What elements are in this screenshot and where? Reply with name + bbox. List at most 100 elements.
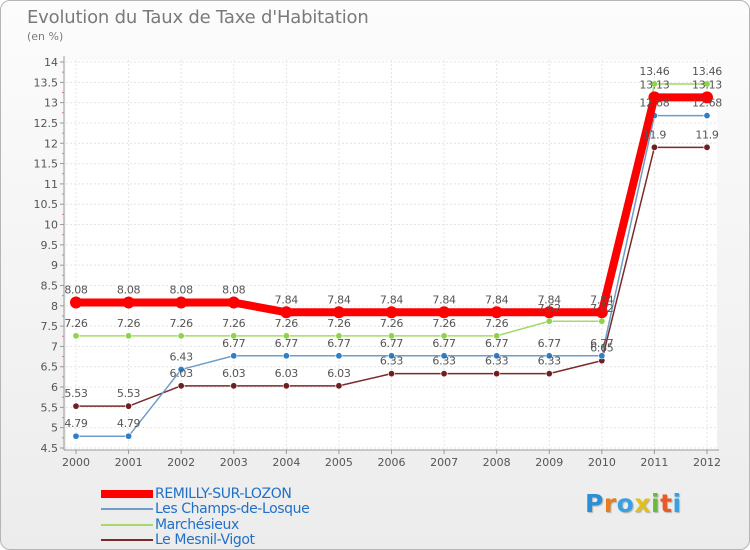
- data-label: 13.13: [639, 78, 669, 91]
- legend-swatch: [101, 523, 153, 526]
- data-label: 6.77: [275, 337, 299, 350]
- data-label: 7.84: [590, 293, 614, 306]
- data-point: [598, 352, 606, 360]
- y-tick-label: 9: [51, 259, 58, 272]
- data-label: 7.26: [485, 317, 509, 330]
- data-point: [72, 402, 80, 410]
- legend-label: Les Champs-de-Losque: [155, 501, 310, 518]
- data-label: 11.9: [643, 128, 667, 141]
- data-point: [703, 80, 711, 88]
- x-tick-label: 2006: [378, 456, 406, 469]
- y-tick-label: 10.5: [34, 198, 59, 211]
- proxiti-logo: Proxiti: [585, 489, 682, 518]
- data-point: [490, 306, 503, 319]
- logo-letter: o: [616, 489, 635, 518]
- data-label: 7.84: [327, 293, 351, 306]
- x-tick-label: 2012: [693, 456, 721, 469]
- x-tick-label: 2000: [62, 456, 90, 469]
- data-label: 5.53: [64, 387, 88, 400]
- y-tick-label: 12.5: [34, 117, 59, 130]
- data-label: 7.26: [327, 317, 351, 330]
- data-label: 12.68: [692, 97, 722, 110]
- data-label: 6.33: [380, 355, 404, 368]
- x-tick-label: 2002: [167, 456, 195, 469]
- legend-item: Marchésieux: [101, 517, 309, 533]
- data-label: 7.62: [538, 302, 561, 315]
- y-tick-label: 6.5: [41, 361, 59, 374]
- data-point: [543, 306, 556, 319]
- legend-item: Les Champs-de-Losque: [101, 501, 310, 518]
- legend-swatch: [101, 508, 153, 511]
- legend-item: Le Mesnil-Vigot: [101, 532, 309, 549]
- data-point: [125, 332, 133, 340]
- y-tick-label: 9.5: [41, 239, 59, 252]
- data-label: 7.26: [275, 317, 299, 330]
- data-point: [387, 332, 395, 340]
- data-label: 13.13: [692, 78, 722, 91]
- data-label: 7.84: [538, 293, 562, 306]
- y-tick-label: 8: [51, 300, 58, 313]
- legend-swatch: [101, 539, 153, 542]
- data-point: [545, 352, 553, 360]
- y-tick-label: 11: [44, 178, 58, 191]
- y-tick-label: 12: [44, 137, 58, 150]
- data-point: [282, 382, 290, 390]
- data-point: [125, 402, 133, 410]
- data-label: 12.68: [639, 97, 669, 110]
- y-tick-label: 7.5: [41, 320, 59, 333]
- legend-label: Le Mesnil-Vigot: [155, 532, 255, 549]
- chart-unit-label: (en %): [27, 30, 64, 43]
- data-point: [125, 432, 133, 440]
- x-tick-label: 2010: [588, 456, 616, 469]
- data-label: 8.08: [170, 284, 194, 297]
- data-label: 7.84: [432, 293, 456, 306]
- data-point: [335, 352, 343, 360]
- data-label: 8.08: [64, 284, 88, 297]
- data-point: [650, 80, 658, 88]
- data-label: 13.46: [639, 65, 669, 78]
- legend-item: REMILLY-SUR-LOZON: [101, 486, 309, 502]
- logo-letter: P: [585, 489, 604, 518]
- y-tick-label: 10: [44, 219, 58, 232]
- data-label: 6.65: [590, 342, 614, 355]
- data-point: [650, 143, 658, 151]
- data-label: 6.03: [327, 367, 351, 380]
- data-label: 6.03: [170, 367, 194, 380]
- data-point: [335, 332, 343, 340]
- data-label: 4.79: [64, 417, 88, 430]
- data-label: 6.77: [590, 337, 614, 350]
- x-tick-label: 2007: [430, 456, 458, 469]
- data-label: 6.77: [327, 337, 351, 350]
- data-label: 13.46: [692, 65, 722, 78]
- y-tick-label: 7: [51, 340, 58, 353]
- data-point: [230, 352, 238, 360]
- data-label: 7.26: [222, 317, 246, 330]
- y-tick-label: 5: [51, 422, 58, 435]
- data-label: 6.03: [222, 367, 246, 380]
- data-point: [493, 332, 501, 340]
- data-label: 11.9: [695, 128, 719, 141]
- logo-letter: i: [651, 489, 661, 518]
- data-point: [332, 306, 345, 319]
- data-point: [703, 112, 711, 120]
- data-point: [280, 306, 293, 319]
- data-label: 7.84: [380, 293, 404, 306]
- data-label: 6.77: [380, 337, 404, 350]
- x-tick-label: 2011: [640, 456, 668, 469]
- y-tick-label: 14: [44, 56, 58, 69]
- data-label: 7.26: [117, 317, 141, 330]
- data-label: 7.84: [275, 293, 299, 306]
- chart-title: Evolution du Taux de Taxe d'Habitation: [27, 7, 369, 28]
- data-point: [545, 317, 553, 325]
- data-point: [701, 91, 713, 104]
- data-label: 7.26: [170, 317, 194, 330]
- x-tick-label: 2009: [535, 456, 563, 469]
- data-label: 7.26: [380, 317, 404, 330]
- data-point: [122, 296, 135, 309]
- logo-letter: r: [603, 489, 617, 518]
- x-tick-label: 2008: [483, 456, 511, 469]
- data-point: [595, 306, 608, 319]
- data-label: 6.77: [485, 337, 509, 350]
